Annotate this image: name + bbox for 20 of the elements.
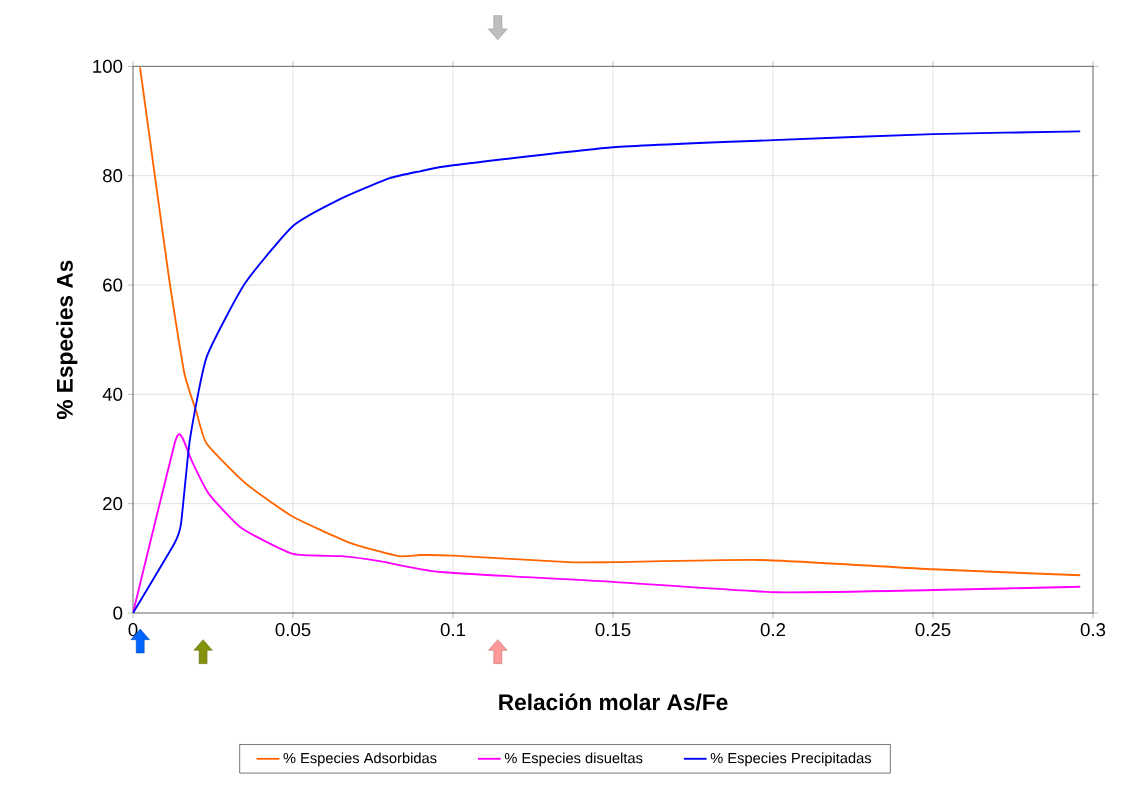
y-tick-label: 40 [102,387,123,401]
legend-label: % Especies Adsorbidas [283,752,437,767]
line-series [133,130,1082,613]
x-tick-label: 0.05 [275,623,311,637]
line-series [139,66,1082,577]
x-tick-label: 0.15 [595,623,631,637]
legend-label: % Especies Precipitadas [710,752,872,767]
legend-label: % Especies disueltas [504,752,643,767]
y-tick-label: 0 [113,606,123,620]
x-axis-title: Relación molar As/Fe [499,693,728,711]
y-tick-label: 100 [93,59,123,73]
y-tick-label: 60 [103,278,123,292]
y-axis-title: % Especies As [56,260,78,420]
x-tick-label: 0.2 [760,623,786,637]
y-tick-label: 80 [103,169,123,183]
x-tick-label: 0.3 [1080,623,1106,637]
x-tick-label: 0.25 [915,623,951,637]
x-tick-label: 0 [128,623,138,637]
y-tick-label: 20 [103,497,123,511]
x-tick-label: 0.1 [440,623,466,637]
